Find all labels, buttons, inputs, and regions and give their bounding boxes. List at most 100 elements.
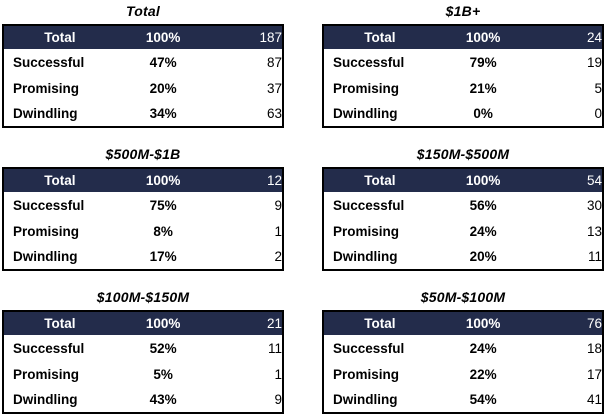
header-cell-percent: 100%: [145, 30, 181, 45]
cell-label: Dwindling: [13, 392, 78, 407]
header-cell-count: 12: [266, 173, 282, 188]
cell-label: Successful: [333, 340, 405, 356]
table-row-promising: Promising 8% 1: [3, 218, 283, 244]
cell-label: Promising: [13, 223, 80, 239]
cell-label: Promising: [333, 223, 400, 239]
cell-percent: 17%: [149, 249, 177, 264]
table-row-promising: Promising 24% 13: [323, 218, 603, 244]
cell-count: 41: [586, 392, 602, 407]
cell-count: 37: [266, 80, 282, 96]
table-row-promising: Promising 5% 1: [3, 361, 283, 387]
table-row-successful: Successful 75% 9: [3, 192, 283, 218]
cell-count: 18: [586, 340, 602, 356]
header-cell-count: 24: [586, 30, 602, 45]
data-table: Total 100% 24 Successful 79% 19 Promisin…: [322, 24, 604, 128]
header-cell-label: Total: [364, 316, 396, 331]
cell-percent: 43%: [149, 392, 177, 407]
cell-percent: 24%: [469, 340, 497, 356]
cell-label: Successful: [13, 54, 85, 70]
cell-label: Successful: [13, 197, 85, 213]
header-cell-count: 187: [259, 30, 282, 45]
cell-label: Dwindling: [13, 106, 78, 121]
cell-label: Promising: [13, 366, 80, 382]
table-title: $50M-$100M: [420, 289, 506, 305]
header-cell-label: Total: [44, 30, 76, 45]
cell-count: 1: [274, 223, 282, 239]
cell-percent: 34%: [149, 106, 177, 121]
data-table: Total 100% 76 Successful 24% 18 Promisin…: [322, 310, 604, 414]
cell-label: Successful: [333, 54, 405, 70]
cell-percent: 75%: [149, 197, 177, 213]
panel-500m-1b: $500M-$1B Total 100% 12 Successful 75% 9…: [2, 145, 284, 273]
table-row-promising: Promising 20% 37: [3, 75, 283, 101]
table-title: $150M-$500M: [416, 146, 510, 162]
cell-label: Promising: [333, 80, 400, 96]
table-row-dwindling: Dwindling 34% 63: [3, 101, 283, 127]
data-table: Total 100% 187 Successful 47% 87 Promisi…: [2, 24, 284, 128]
table-row-dwindling: Dwindling 43% 9: [3, 387, 283, 413]
header-cell-count: 21: [266, 316, 282, 331]
cell-count: 0: [594, 106, 602, 121]
cell-count: 9: [274, 392, 282, 407]
cell-percent: 56%: [469, 197, 497, 213]
cell-percent: 54%: [469, 392, 497, 407]
cell-count: 11: [587, 249, 602, 264]
cell-percent: 20%: [149, 80, 177, 96]
cell-percent: 79%: [469, 54, 497, 70]
table-header-row: Total 100% 12: [3, 168, 283, 192]
cell-count: 87: [266, 54, 282, 70]
cell-count: 1: [274, 366, 282, 382]
table-row-promising: Promising 22% 17: [323, 361, 603, 387]
header-cell-label: Total: [44, 173, 76, 188]
table-title: $500M-$1B: [105, 146, 181, 162]
table-row-successful: Successful 24% 18: [323, 335, 603, 361]
cell-percent: 5%: [153, 366, 173, 382]
cell-label: Dwindling: [13, 249, 78, 264]
cell-label: Successful: [333, 197, 405, 213]
cell-label: Dwindling: [333, 392, 398, 407]
table-header-row: Total 100% 24: [323, 25, 603, 49]
cell-label: Dwindling: [333, 106, 398, 121]
cell-count: 63: [266, 106, 282, 121]
cell-percent: 20%: [469, 249, 497, 264]
header-cell-percent: 100%: [465, 30, 501, 45]
header-cell-label: Total: [364, 173, 396, 188]
data-table: Total 100% 54 Successful 56% 30 Promisin…: [322, 167, 604, 271]
panel-150m-500m: $150M-$500M Total 100% 54 Successful 56%…: [322, 145, 604, 273]
cell-count: 13: [586, 223, 602, 239]
table-row-dwindling: Dwindling 54% 41: [323, 387, 603, 413]
cell-count: 30: [586, 197, 602, 213]
table-row-dwindling: Dwindling 20% 11: [323, 244, 603, 270]
panel-50m-100m: $50M-$100M Total 100% 76 Successful 24% …: [322, 288, 604, 416]
header-cell-percent: 100%: [465, 316, 501, 331]
cell-count: 5: [594, 80, 602, 96]
cell-count: 9: [274, 197, 282, 213]
table-header-row: Total 100% 187: [3, 25, 283, 49]
table-title: Total: [126, 3, 160, 19]
table-row-successful: Successful 47% 87: [3, 49, 283, 75]
cell-percent: 8%: [153, 223, 173, 239]
cell-count: 2: [274, 249, 282, 264]
cell-label: Promising: [333, 366, 400, 382]
header-cell-count: 76: [586, 316, 602, 331]
table-row-promising: Promising 21% 5: [323, 75, 603, 101]
header-cell-percent: 100%: [145, 173, 181, 188]
header-cell-count: 54: [586, 173, 602, 188]
panel-1b-plus: $1B+ Total 100% 24 Successful 79% 19 Pro…: [322, 2, 604, 130]
table-title: $1B+: [445, 3, 481, 19]
table-row-dwindling: Dwindling 17% 2: [3, 244, 283, 270]
header-cell-label: Total: [44, 316, 76, 331]
table-title: $100M-$150M: [96, 289, 190, 305]
cell-label: Dwindling: [333, 249, 398, 264]
cell-count: 11: [267, 340, 282, 356]
table-row-dwindling: Dwindling 0% 0: [323, 101, 603, 127]
cell-count: 19: [586, 54, 602, 70]
table-row-successful: Successful 52% 11: [3, 335, 283, 361]
cell-percent: 52%: [149, 340, 177, 356]
data-table: Total 100% 12 Successful 75% 9 Promising…: [2, 167, 284, 271]
header-cell-percent: 100%: [465, 173, 501, 188]
table-header-row: Total 100% 54: [323, 168, 603, 192]
panel-total: Total Total 100% 187 Successful 47% 87 P…: [2, 2, 284, 130]
table-row-successful: Successful 56% 30: [323, 192, 603, 218]
cell-percent: 0%: [473, 106, 493, 121]
